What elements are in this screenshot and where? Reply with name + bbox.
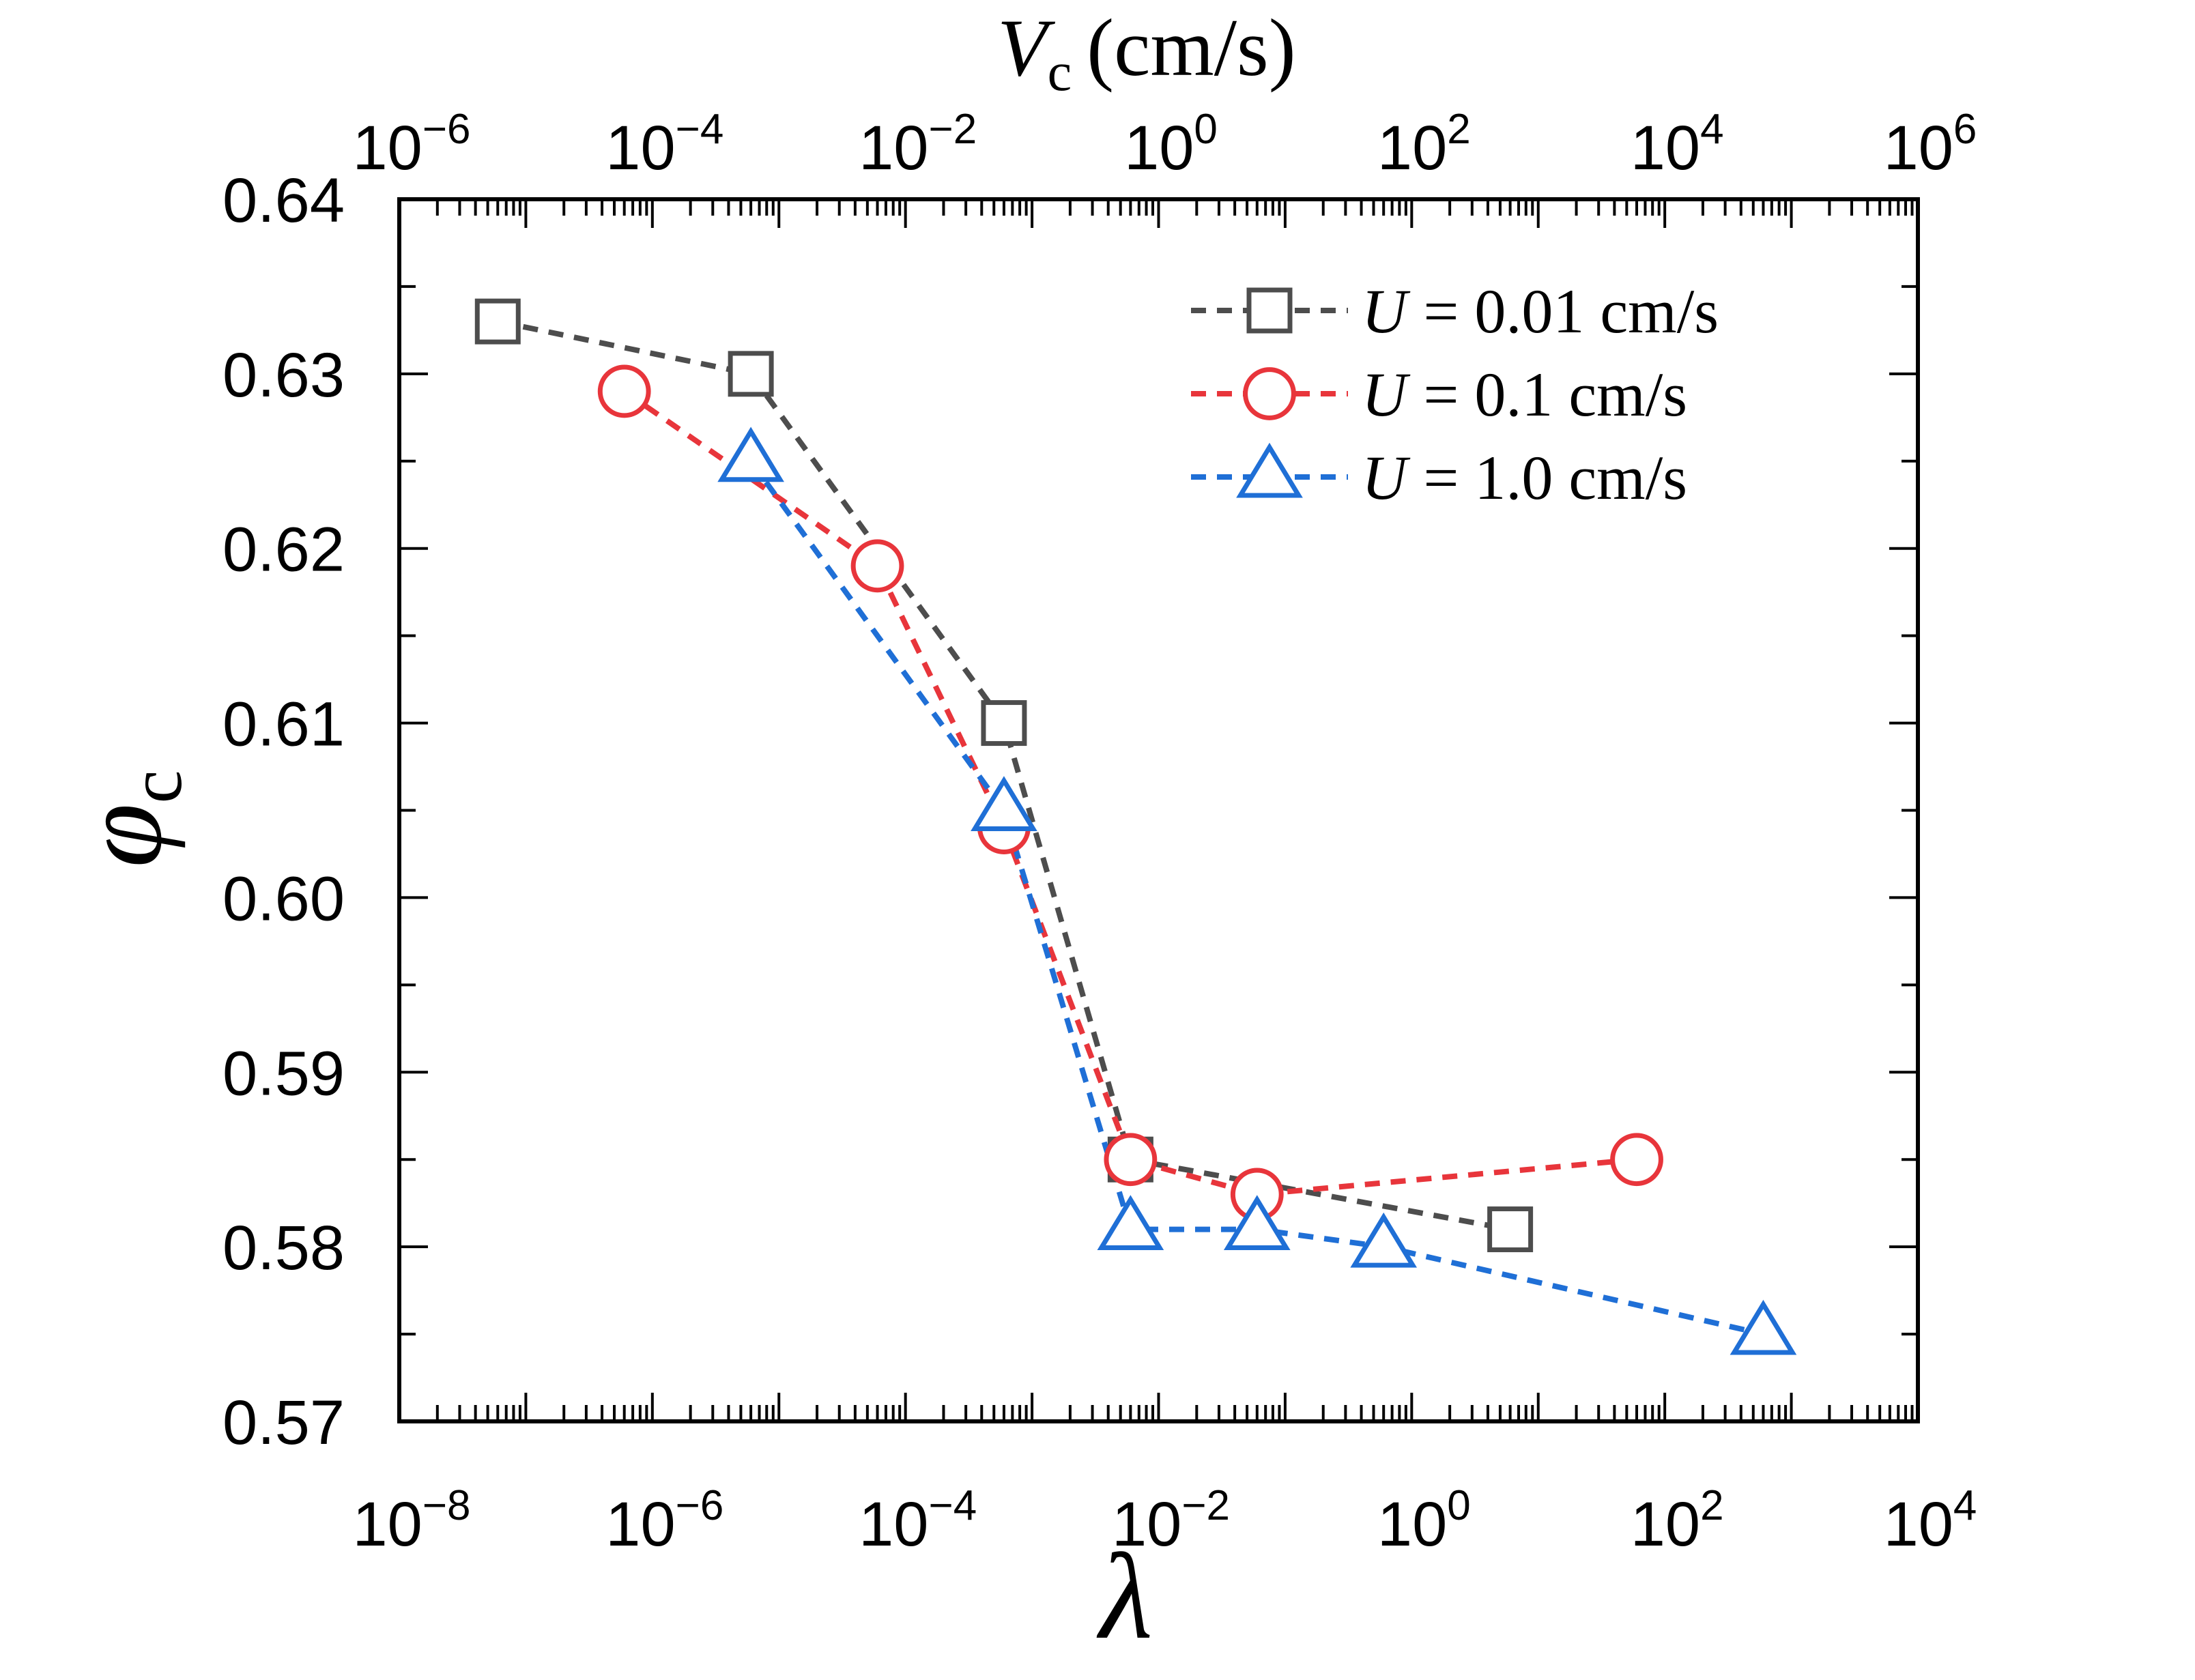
legend-label-variable: U	[1362, 360, 1411, 429]
top-tick-label-base: 10	[1377, 113, 1447, 183]
data-point-circle	[1610, 1133, 1663, 1187]
legend-label: U = 0.01 cm/s	[1362, 276, 1719, 346]
y-axis-title: φc	[57, 770, 197, 868]
top-tick-label-exponent: 6	[1953, 106, 1977, 153]
legend-marker-circle	[1243, 367, 1296, 420]
x-tick-label-exponent: −8	[422, 1482, 471, 1529]
x-tick-label-exponent: 2	[1700, 1482, 1723, 1529]
top-tick-label-exponent: −2	[928, 106, 977, 153]
x-tick-label-exponent: −6	[676, 1482, 724, 1529]
plot-frame	[397, 197, 1920, 1423]
data-point-triangle	[1097, 1195, 1164, 1251]
y-tick-label: 0.63	[223, 341, 345, 410]
data-point-triangle	[1350, 1212, 1418, 1268]
series-line-circle	[622, 389, 1637, 1198]
y-axis-title-subscript: c	[114, 770, 197, 804]
legend-label: U = 1.0 cm/s	[1362, 443, 1687, 512]
legend-marker-triangle	[1236, 442, 1303, 498]
x-tick-label-base: 10	[352, 1490, 422, 1559]
y-tick-label: 0.62	[223, 515, 345, 585]
y-tick-label: 0.58	[223, 1213, 345, 1283]
legend: U = 0.01 cm/sU = 0.1 cm/sU = 1.0 cm/s	[1191, 276, 1719, 512]
legend-entry: U = 0.01 cm/s	[1191, 276, 1719, 346]
top-tick-label: 104	[1631, 106, 1724, 183]
top-tick-label: 10−4	[605, 106, 723, 183]
y-tick-label: 0.60	[223, 864, 345, 933]
top-tick-label-base: 10	[1631, 113, 1700, 183]
legend-label: U = 0.1 cm/s	[1362, 360, 1687, 429]
y-tick-label: 0.59	[223, 1039, 345, 1108]
data-point-circle	[597, 364, 651, 418]
x-tick-label-base: 10	[605, 1490, 675, 1559]
x-tick-label: 10−8	[352, 1482, 470, 1559]
data-point-circle	[1104, 1133, 1158, 1187]
x-tick-label-exponent: −2	[1181, 1482, 1230, 1529]
x-tick-label-exponent: 0	[1447, 1482, 1470, 1529]
x-tick-label: 10−2	[1112, 1482, 1230, 1559]
y-tick-label: 0.64	[223, 166, 345, 235]
legend-label-variable: U	[1362, 276, 1411, 346]
x-tick-label-base: 10	[1631, 1490, 1700, 1559]
x-axis-title: λ	[1096, 1529, 1153, 1664]
data-point-triangle	[1223, 1195, 1291, 1251]
x-tick-label-base: 10	[859, 1490, 928, 1559]
top-axis-title-unit: (cm/s)	[1087, 2, 1296, 93]
top-tick-label-exponent: −6	[422, 106, 471, 153]
legend-label-value: = 0.01 cm/s	[1423, 276, 1719, 346]
legend-entry: U = 0.1 cm/s	[1191, 360, 1687, 429]
legend-entry: U = 1.0 cm/s	[1191, 442, 1687, 512]
legend-label-variable: U	[1362, 443, 1411, 512]
data-point-square	[1487, 1206, 1534, 1253]
top-tick-label: 102	[1377, 106, 1471, 183]
top-tick-label: 10−2	[859, 106, 977, 183]
y-axis-title-symbol: φ	[57, 803, 186, 867]
data-point-triangle	[717, 426, 784, 482]
x-tick-label-exponent: 4	[1953, 1482, 1977, 1529]
x-tick-label: 104	[1884, 1482, 1977, 1559]
x-tick-label: 102	[1631, 1482, 1724, 1559]
x-tick-label-base: 10	[1112, 1490, 1181, 1559]
series-line-square	[497, 319, 1511, 1232]
top-tick-label-exponent: −4	[676, 106, 724, 153]
data-point-square	[981, 700, 1027, 747]
x-tick-label: 10−6	[605, 1482, 723, 1559]
x-tick-label-base: 10	[1884, 1490, 1953, 1559]
top-tick-label-base: 10	[1884, 113, 1953, 183]
x-tick-label-base: 10	[1377, 1490, 1447, 1559]
y-tick-label: 0.61	[223, 690, 345, 759]
data-point-triangle	[1730, 1299, 1797, 1355]
top-tick-label: 100	[1124, 106, 1218, 183]
x-tick-label: 10−4	[859, 1482, 977, 1559]
top-tick-label-base: 10	[605, 113, 675, 183]
top-tick-label-exponent: 2	[1447, 106, 1470, 153]
series-layer	[474, 298, 1797, 1355]
top-tick-label-base: 10	[352, 113, 422, 183]
legend-label-value: = 1.0 cm/s	[1423, 443, 1687, 512]
top-tick-label-exponent: 4	[1700, 106, 1723, 153]
data-point-square	[728, 351, 774, 397]
y-tick-label: 0.57	[223, 1388, 345, 1458]
top-tick-label: 106	[1884, 106, 1977, 183]
data-point-triangle	[971, 776, 1037, 831]
legend-label-value: = 0.1 cm/s	[1423, 360, 1687, 429]
top-tick-label-exponent: 0	[1194, 106, 1217, 153]
data-point-square	[474, 298, 521, 345]
top-axis-title-symbol: V	[997, 2, 1055, 93]
top-tick-label-base: 10	[859, 113, 928, 183]
top-tick-label-base: 10	[1124, 113, 1194, 183]
top-tick-label: 10−6	[352, 106, 470, 183]
x-tick-label: 100	[1377, 1482, 1471, 1559]
data-point-circle	[850, 539, 904, 593]
top-axis-title: Vc (cm/s)	[997, 2, 1295, 102]
legend-marker-square	[1246, 287, 1293, 334]
top-axis-title-subscript: c	[1048, 42, 1072, 102]
x-tick-label-exponent: −4	[928, 1482, 977, 1529]
